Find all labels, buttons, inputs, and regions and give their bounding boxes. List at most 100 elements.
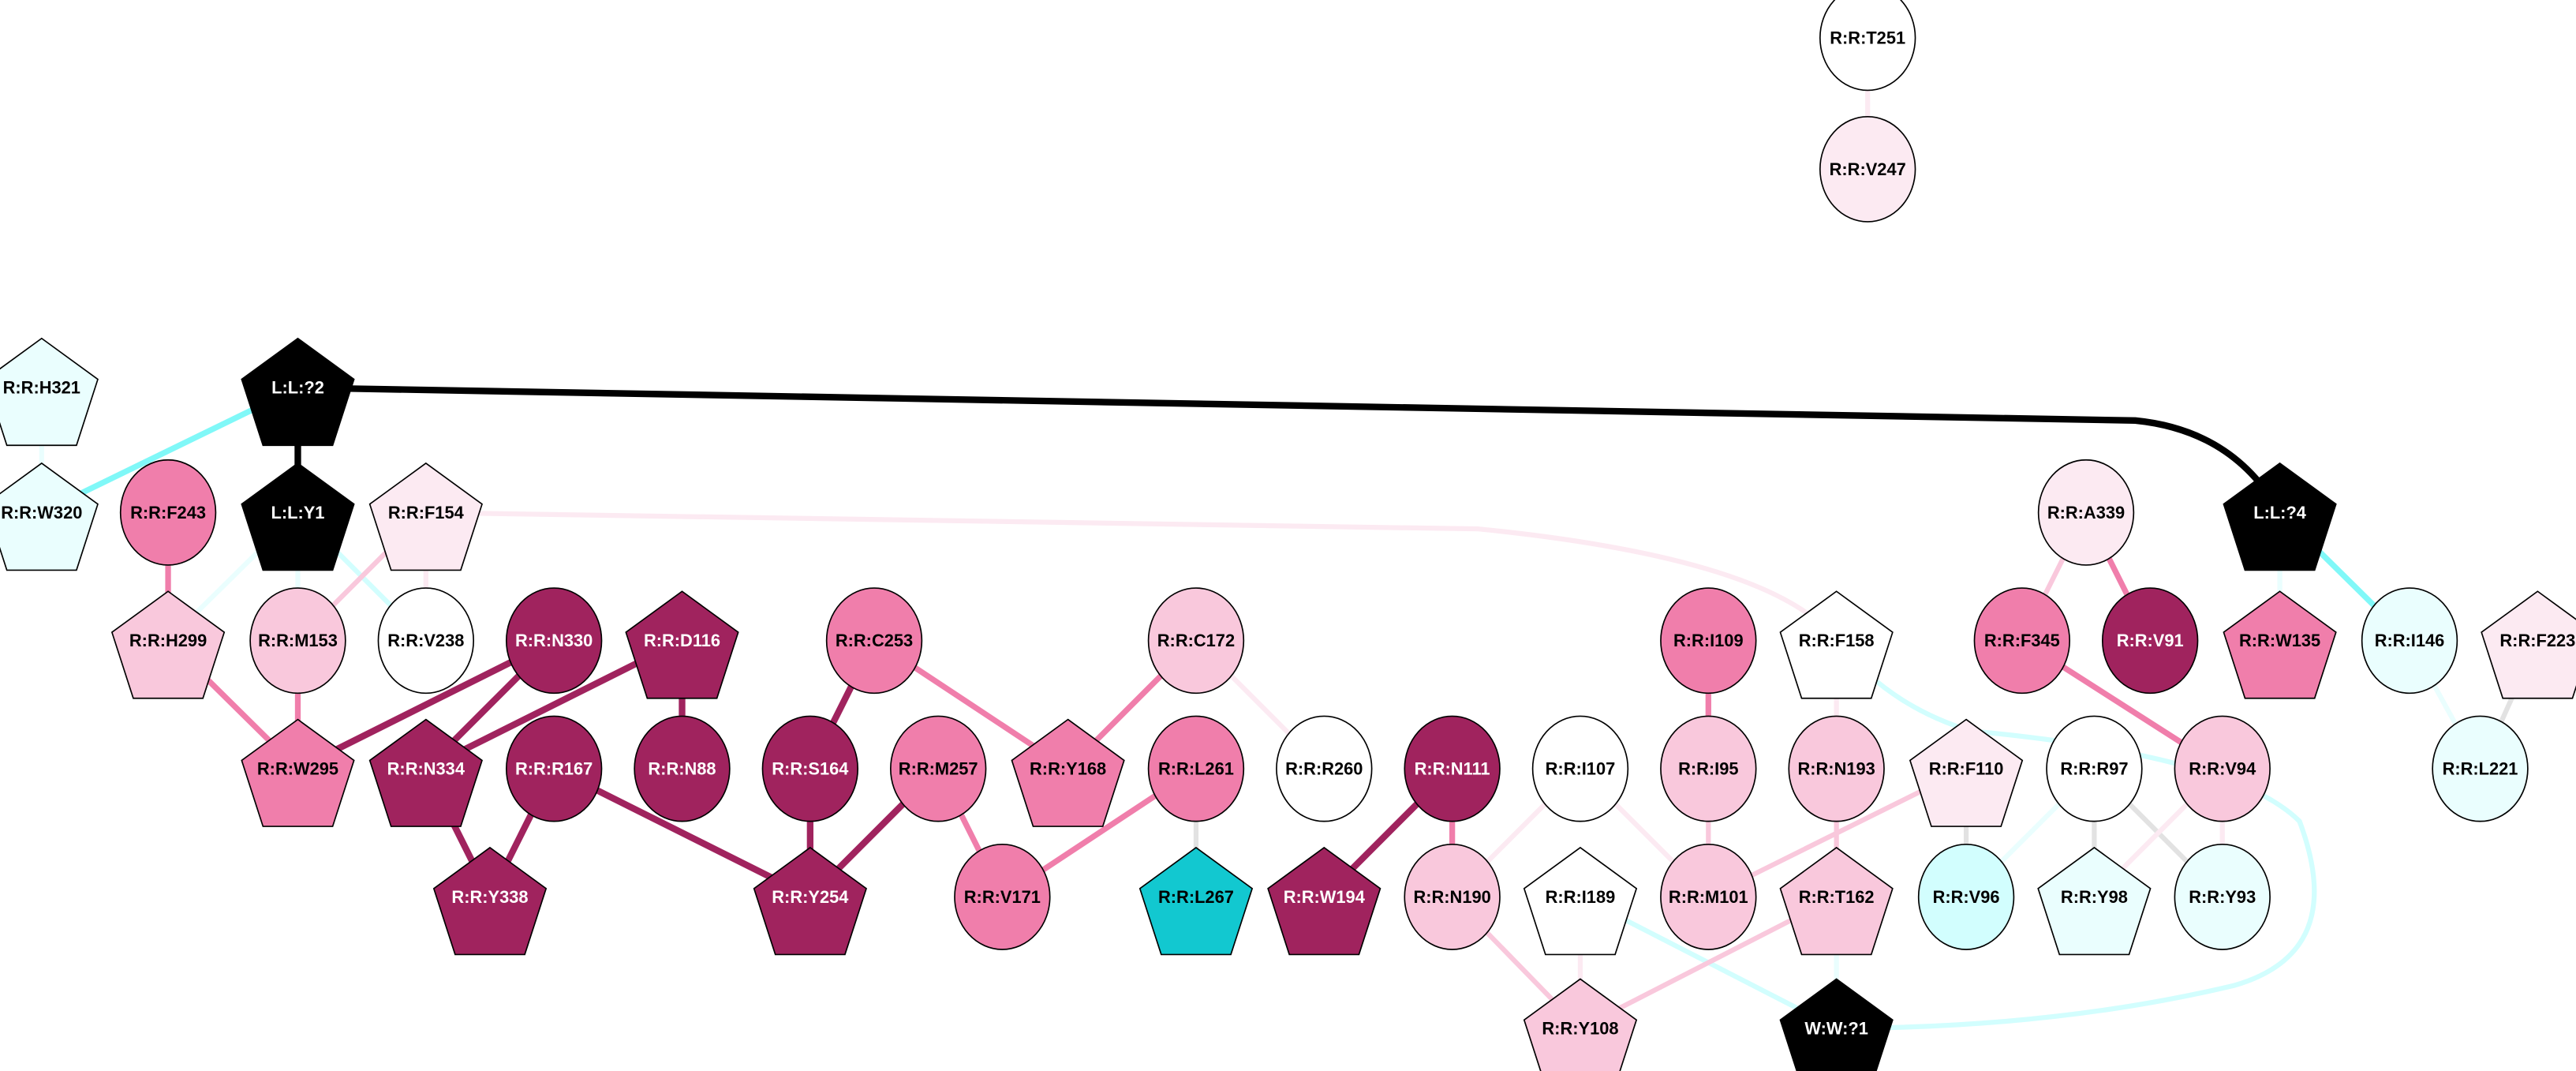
circle-shape [1404, 843, 1501, 950]
node-label: R:R:W135 [2239, 631, 2320, 650]
node-v247[interactable]: R:R:V247 [1819, 115, 1916, 223]
node-l267[interactable]: R:R:L267 [1138, 846, 1254, 956]
node-label: R:R:F345 [1984, 631, 2060, 650]
node-label: R:R:S164 [772, 759, 849, 779]
node-label: R:R:V96 [1933, 887, 2000, 907]
node-l261[interactable]: R:R:L261 [1147, 715, 1245, 822]
circle-shape [505, 587, 603, 695]
node-t251[interactable]: R:R:T251 [1819, 0, 1916, 92]
node-w1[interactable]: W:W:?1 [1779, 978, 1894, 1071]
pentagon-shape [1779, 846, 1894, 956]
pentagon-shape [241, 337, 355, 447]
node-label: R:R:D116 [644, 631, 720, 650]
node-label: R:R:W295 [257, 759, 338, 779]
node-y168[interactable]: R:R:Y168 [1011, 718, 1125, 827]
pentagon-shape [368, 718, 483, 827]
circle-shape [377, 587, 475, 695]
node-label: R:R:V91 [2117, 631, 2184, 650]
pentagon-shape [1011, 718, 1125, 827]
node-f223[interactable]: R:R:F223 [2481, 590, 2576, 699]
circle-shape [2174, 715, 2271, 822]
node-label: R:R:N330 [515, 631, 593, 650]
pentagon-shape [1523, 978, 1638, 1071]
node-f110[interactable]: R:R:F110 [1909, 718, 2024, 827]
node-i107[interactable]: R:R:I107 [1531, 715, 1629, 822]
node-m153[interactable]: R:R:M153 [249, 587, 346, 695]
pentagon-shape [1523, 846, 1638, 956]
node-n330[interactable]: R:R:N330 [505, 587, 603, 695]
node-n334[interactable]: R:R:N334 [368, 718, 483, 827]
node-label: R:R:N193 [1797, 759, 1875, 779]
node-label: R:R:F154 [388, 503, 465, 522]
node-s164[interactable]: R:R:S164 [761, 715, 859, 822]
node-h321[interactable]: R:R:H321 [0, 337, 99, 447]
node-y98[interactable]: R:R:Y98 [2037, 846, 2152, 956]
node-m101[interactable]: R:R:M101 [1660, 843, 1757, 950]
circle-shape [761, 715, 859, 822]
pentagon-shape [1267, 846, 1381, 956]
pentagon-shape [1779, 978, 1894, 1071]
node-f154[interactable]: R:R:F154 [368, 462, 483, 571]
node-n111[interactable]: R:R:N111 [1404, 715, 1501, 822]
node-y254[interactable]: R:R:Y254 [753, 846, 868, 956]
circle-shape [1917, 843, 2015, 950]
node-label: R:R:F243 [130, 503, 206, 522]
node-y108[interactable]: R:R:Y108 [1523, 978, 1638, 1071]
node-label: R:R:Y98 [2061, 887, 2128, 907]
node-f243[interactable]: R:R:F243 [119, 459, 217, 566]
node-f345[interactable]: R:R:F345 [1973, 587, 2071, 695]
circle-shape [1788, 715, 1885, 822]
circle-shape [889, 715, 987, 822]
circle-shape [249, 587, 346, 695]
node-a339[interactable]: R:R:A339 [2037, 459, 2135, 566]
node-label: R:R:F110 [1929, 759, 2004, 779]
node-d116[interactable]: R:R:D116 [625, 590, 739, 699]
node-v171[interactable]: R:R:V171 [954, 843, 1051, 950]
node-r97[interactable]: R:R:R97 [2046, 715, 2143, 822]
node-n190[interactable]: R:R:N190 [1404, 843, 1501, 950]
node-y93[interactable]: R:R:Y93 [2174, 843, 2271, 950]
node-y338[interactable]: R:R:Y338 [432, 846, 548, 956]
node-v91[interactable]: R:R:V91 [2101, 587, 2199, 695]
node-c172[interactable]: R:R:C172 [1147, 587, 1245, 695]
node-h299[interactable]: R:R:H299 [110, 590, 226, 699]
node-label: R:R:F223 [2499, 631, 2575, 650]
node-label: R:R:I109 [1673, 631, 1744, 650]
node-label: L:L:?4 [2253, 503, 2307, 522]
node-label: R:R:R97 [2060, 759, 2128, 779]
node-label: R:R:L267 [1158, 887, 1234, 907]
node-l4[interactable]: L:L:?4 [2223, 462, 2337, 571]
node-i146[interactable]: R:R:I146 [2361, 587, 2458, 695]
pentagon-shape [2223, 462, 2337, 571]
node-y1[interactable]: L:L:Y1 [241, 462, 355, 571]
node-i189[interactable]: R:R:I189 [1523, 846, 1638, 956]
node-w135[interactable]: R:R:W135 [2223, 590, 2337, 699]
pentagon-shape [1779, 590, 1894, 699]
node-w194[interactable]: R:R:W194 [1267, 846, 1381, 956]
circle-shape [1276, 715, 1373, 822]
node-label: R:R:C172 [1157, 631, 1235, 650]
node-v238[interactable]: R:R:V238 [377, 587, 475, 695]
node-l2[interactable]: L:L:?2 [241, 337, 355, 447]
node-t162[interactable]: R:R:T162 [1779, 846, 1894, 956]
node-r167[interactable]: R:R:R167 [505, 715, 603, 822]
node-label: R:R:N88 [648, 759, 716, 779]
node-n193[interactable]: R:R:N193 [1788, 715, 1885, 822]
node-l221[interactable]: R:R:L221 [2432, 715, 2529, 822]
node-i109[interactable]: R:R:I109 [1660, 587, 1757, 695]
node-v96[interactable]: R:R:V96 [1917, 843, 2015, 950]
node-i95[interactable]: R:R:I95 [1660, 715, 1757, 822]
node-w320[interactable]: R:R:W320 [0, 462, 99, 571]
node-f158[interactable]: R:R:F158 [1779, 590, 1894, 699]
node-label: R:R:M153 [258, 631, 338, 650]
node-v94[interactable]: R:R:V94 [2174, 715, 2271, 822]
pentagon-shape [2223, 590, 2337, 699]
node-label: R:R:A339 [2047, 503, 2125, 522]
node-label: R:R:W194 [1284, 887, 1366, 907]
node-r260[interactable]: R:R:R260 [1276, 715, 1373, 822]
node-n88[interactable]: R:R:N88 [634, 715, 731, 822]
node-w295[interactable]: R:R:W295 [241, 718, 355, 827]
node-m257[interactable]: R:R:M257 [889, 715, 987, 822]
node-c253[interactable]: R:R:C253 [825, 587, 923, 695]
